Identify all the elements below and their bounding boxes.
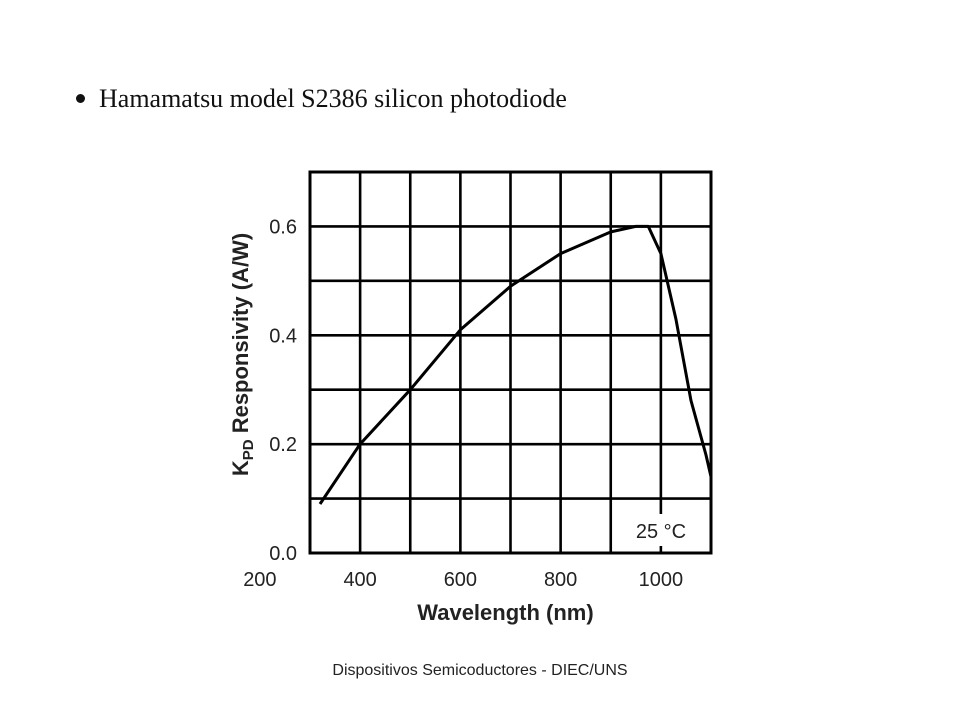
x-tick-label: 600 (444, 569, 477, 591)
chart-curve-layer (318, 224, 713, 505)
bullet-dot (76, 93, 85, 103)
x-tick-label: 400 (343, 569, 376, 591)
temperature-annotation: 25 °C (636, 521, 686, 543)
y-tick-label: 0.4 (269, 325, 297, 347)
y-axis-label: KPD Responsivity (A/W) (228, 233, 257, 476)
annotation-backing (628, 514, 694, 546)
plot-frame (308, 170, 713, 555)
bullet-line: Hamamatsu model S2386 silicon photodiode (76, 84, 567, 114)
x-tick-label: 200 (243, 569, 276, 591)
bullet-text: Hamamatsu model S2386 silicon photodiode (99, 84, 567, 113)
x-tick-label: 800 (544, 569, 577, 591)
chart-labels: 200 400 600 800 1000 0.0 0.2 0.4 0.6 Wavelength (… (228, 216, 694, 625)
y-tick-label: 0.0 (269, 543, 297, 565)
chart-grid (308, 170, 713, 555)
responsivity-curve (318, 224, 713, 505)
y-tick-label: 0.2 (269, 434, 297, 456)
x-axis-label: Wavelength (nm) (417, 600, 593, 625)
footer-text: Dispositivos Semicoductores - DIEC/UNS (332, 662, 628, 679)
y-tick-label: 0.6 (269, 216, 297, 238)
x-tick-label: 1000 (639, 569, 684, 591)
